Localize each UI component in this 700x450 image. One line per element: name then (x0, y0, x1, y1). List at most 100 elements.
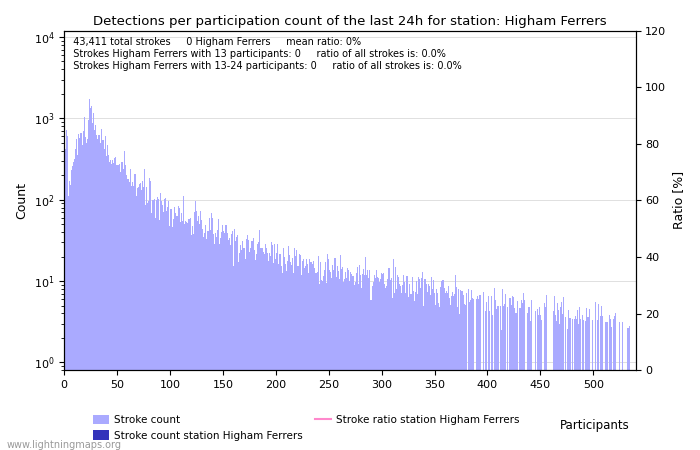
Bar (323, 276, 324, 450)
Bar (168, 201, 169, 450)
Bar (206, 239, 207, 450)
Bar (544, 303, 545, 450)
Bar (83, 131, 84, 450)
Bar (565, 317, 566, 450)
Bar (310, 262, 312, 450)
Bar (435, 306, 436, 450)
Bar (426, 292, 428, 450)
Bar (466, 292, 467, 450)
Bar (86, 143, 87, 450)
Bar (563, 297, 564, 450)
Bar (254, 250, 255, 450)
Bar (556, 320, 557, 450)
Bar (539, 307, 540, 450)
Bar (449, 298, 450, 450)
Bar (364, 275, 365, 450)
Bar (413, 291, 414, 450)
Bar (174, 207, 175, 450)
Bar (366, 275, 368, 450)
Bar (165, 198, 166, 450)
Bar (309, 259, 310, 450)
Bar (283, 248, 284, 450)
Bar (279, 254, 281, 450)
Bar (384, 284, 385, 450)
Bar (157, 197, 158, 450)
Bar (306, 259, 307, 450)
Bar (622, 322, 624, 450)
Bar (502, 289, 503, 450)
Bar (93, 113, 95, 450)
Bar (193, 234, 194, 450)
Bar (72, 166, 73, 450)
Bar (420, 288, 421, 450)
Bar (77, 155, 78, 450)
Bar (286, 271, 287, 450)
Bar (88, 120, 89, 450)
Bar (412, 277, 413, 450)
Bar (78, 134, 79, 450)
Bar (559, 324, 560, 450)
Bar (285, 265, 286, 450)
Bar (260, 248, 262, 450)
Bar (444, 292, 446, 450)
Bar (223, 231, 225, 450)
Bar (214, 244, 215, 450)
Bar (159, 220, 160, 450)
Bar (291, 265, 292, 450)
Bar (515, 313, 517, 450)
Bar (470, 300, 471, 450)
Bar (452, 292, 453, 450)
Bar (422, 272, 423, 450)
Bar (180, 222, 181, 450)
Bar (138, 187, 139, 450)
Bar (472, 297, 473, 450)
Bar (535, 311, 536, 450)
Bar (355, 283, 356, 450)
Bar (290, 262, 291, 450)
Bar (486, 302, 487, 450)
Bar (344, 279, 345, 450)
Bar (194, 212, 195, 450)
Bar (358, 284, 359, 450)
Bar (178, 207, 179, 450)
Bar (242, 241, 244, 450)
Bar (401, 293, 402, 450)
Bar (433, 280, 434, 450)
Bar (320, 262, 321, 450)
Bar (450, 305, 451, 450)
Bar (512, 297, 513, 450)
Bar (304, 268, 305, 450)
Bar (424, 279, 426, 450)
Bar (239, 252, 240, 450)
Bar (595, 302, 596, 450)
Bar (198, 216, 199, 450)
Bar (257, 244, 258, 450)
Bar (127, 179, 128, 450)
Bar (471, 290, 472, 450)
Bar (391, 297, 393, 450)
Bar (383, 274, 384, 450)
Bar (546, 295, 547, 450)
Bar (130, 169, 132, 450)
Bar (328, 259, 329, 450)
Bar (438, 303, 440, 450)
Bar (68, 196, 69, 450)
Bar (162, 205, 163, 450)
Bar (381, 274, 382, 450)
Bar (529, 306, 531, 450)
Bar (407, 297, 409, 450)
Bar (217, 230, 218, 450)
Bar (556, 303, 558, 450)
Bar (432, 289, 433, 450)
Bar (447, 292, 448, 450)
Bar (430, 277, 432, 450)
Bar (196, 212, 197, 450)
Bar (312, 264, 314, 450)
Bar (461, 291, 463, 450)
Bar (585, 320, 587, 450)
Bar (545, 307, 546, 450)
Bar (172, 227, 173, 450)
Bar (74, 159, 75, 450)
Bar (463, 305, 465, 450)
Bar (403, 275, 405, 450)
